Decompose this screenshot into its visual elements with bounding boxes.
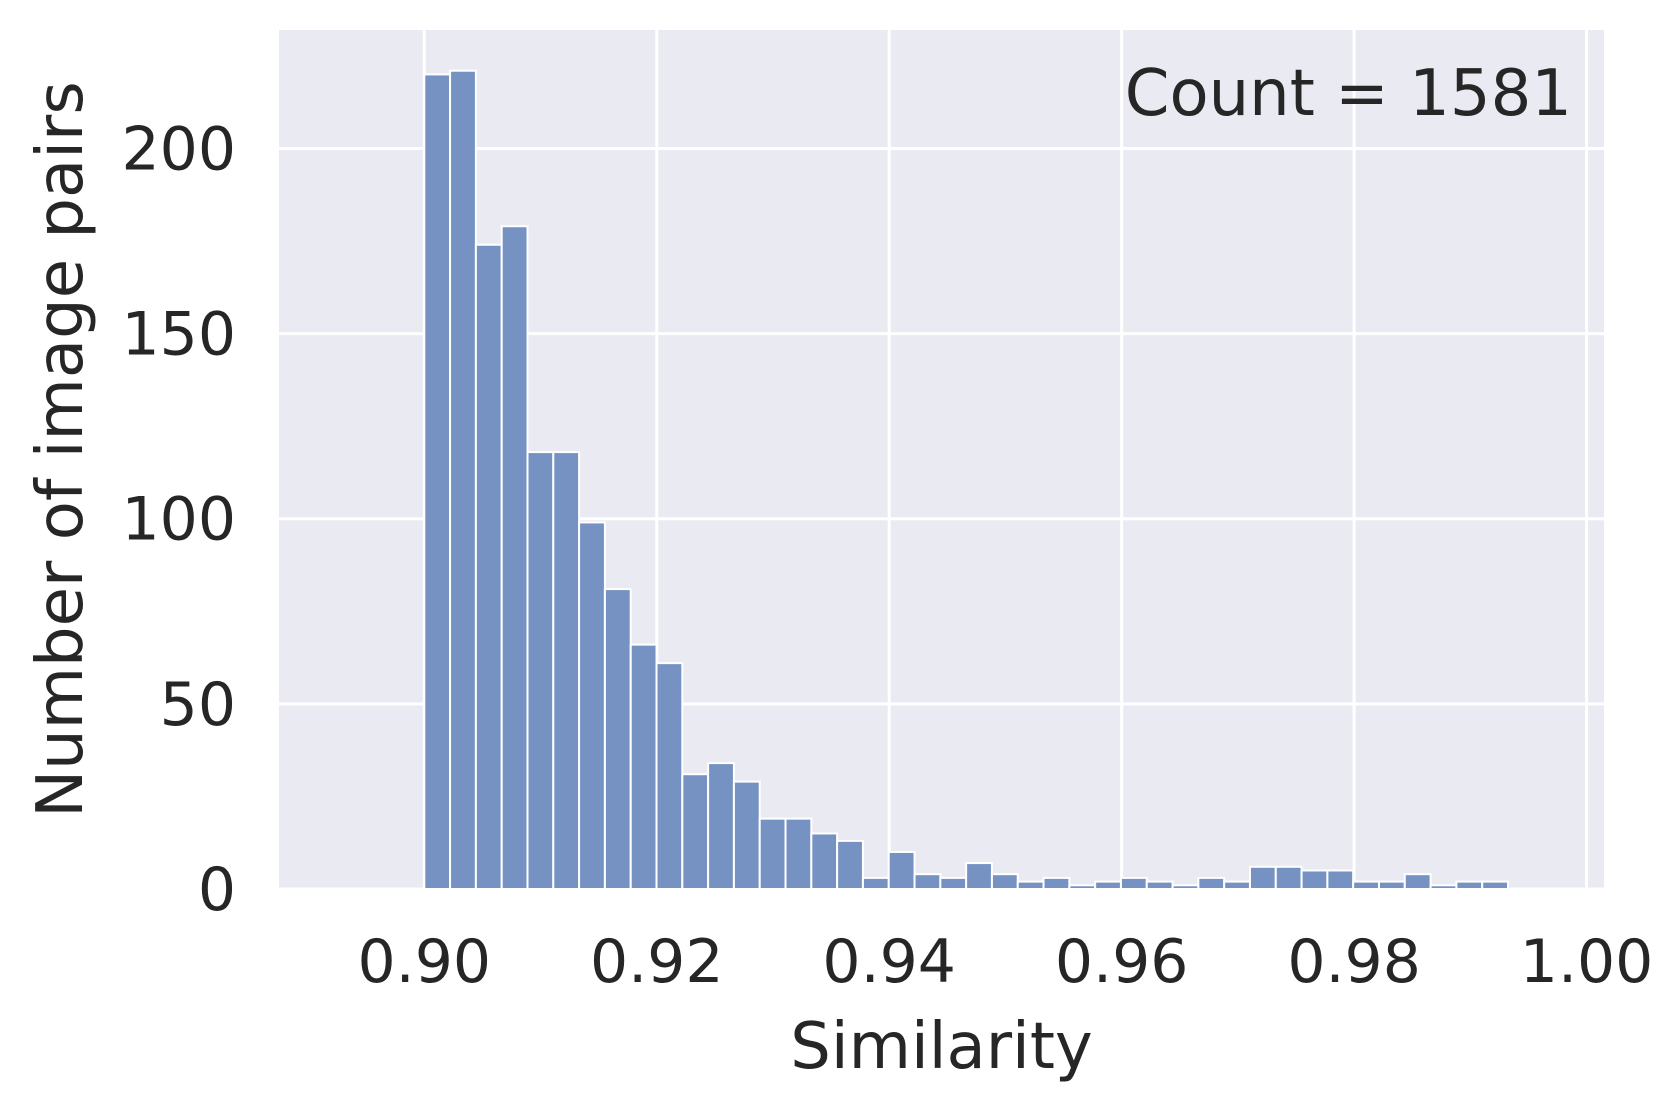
histogram-bar <box>449 69 477 890</box>
histogram-bar <box>423 73 452 891</box>
histogram-bar <box>887 850 916 890</box>
x-tick-label: 0.96 <box>1055 927 1189 997</box>
histogram-bar <box>526 451 555 890</box>
histogram-bar <box>1171 884 1200 891</box>
y-tick-label: 150 <box>121 300 236 370</box>
histogram-bar <box>1274 865 1303 891</box>
histogram-bar <box>1300 869 1329 890</box>
histogram-bar <box>810 832 839 890</box>
histogram-bar <box>1248 865 1277 891</box>
histogram-bar <box>1326 869 1355 890</box>
histogram-bar <box>629 643 658 891</box>
histogram-bars <box>423 69 1509 891</box>
histogram-bar <box>1068 884 1097 891</box>
histogram-bar <box>732 780 761 890</box>
x-tick-label: 0.98 <box>1287 927 1421 997</box>
histogram-bar <box>990 873 1019 890</box>
histogram-bar <box>861 876 890 890</box>
y-tick-label: 0 <box>198 855 236 925</box>
x-tick-label: 0.92 <box>590 927 724 997</box>
y-axis-label: Number of image pairs <box>24 81 98 817</box>
histogram-bar <box>655 662 684 890</box>
histogram-bar <box>965 862 993 891</box>
histogram-bar <box>784 817 813 891</box>
histogram-bar <box>1223 880 1251 891</box>
histogram-bar <box>681 773 710 891</box>
histogram-bar <box>1094 880 1122 891</box>
histogram-bar <box>707 762 735 890</box>
count-annotation: Count = 1581 <box>1125 57 1572 131</box>
histogram-bar <box>939 876 968 890</box>
histogram-bar <box>578 521 606 890</box>
y-tick-label: 200 <box>121 114 236 184</box>
histogram-bar <box>913 873 942 890</box>
histogram-bar <box>1352 880 1380 891</box>
tick-labels: 0.90 0.92 0.94 0.96 0.98 1.00 0 50 100 150 200 <box>121 114 1653 997</box>
histogram-bar <box>1403 873 1432 890</box>
histogram-bar <box>1377 880 1406 891</box>
histogram-bar <box>1429 884 1458 891</box>
histogram-bar <box>500 225 529 891</box>
histogram-bar <box>1016 880 1045 891</box>
x-axis-label: Similarity <box>790 1010 1093 1084</box>
histogram-bar <box>1197 876 1226 890</box>
histogram-bar <box>758 817 787 891</box>
y-tick-label: 50 <box>160 670 236 740</box>
histogram-bar <box>1119 876 1148 890</box>
histogram-bar <box>474 243 503 890</box>
histogram-bar <box>1455 880 1484 891</box>
histogram-bar <box>552 451 581 890</box>
histogram-bar <box>1145 880 1174 891</box>
histogram-bar <box>1042 876 1071 890</box>
x-tick-label: 0.94 <box>822 927 956 997</box>
x-tick-label: 0.90 <box>357 927 491 997</box>
histogram-bar <box>836 839 864 891</box>
histogram-bar <box>1481 880 1509 891</box>
x-tick-label: 1.00 <box>1520 927 1654 997</box>
histogram-bar <box>603 588 632 890</box>
y-tick-label: 100 <box>121 485 236 555</box>
